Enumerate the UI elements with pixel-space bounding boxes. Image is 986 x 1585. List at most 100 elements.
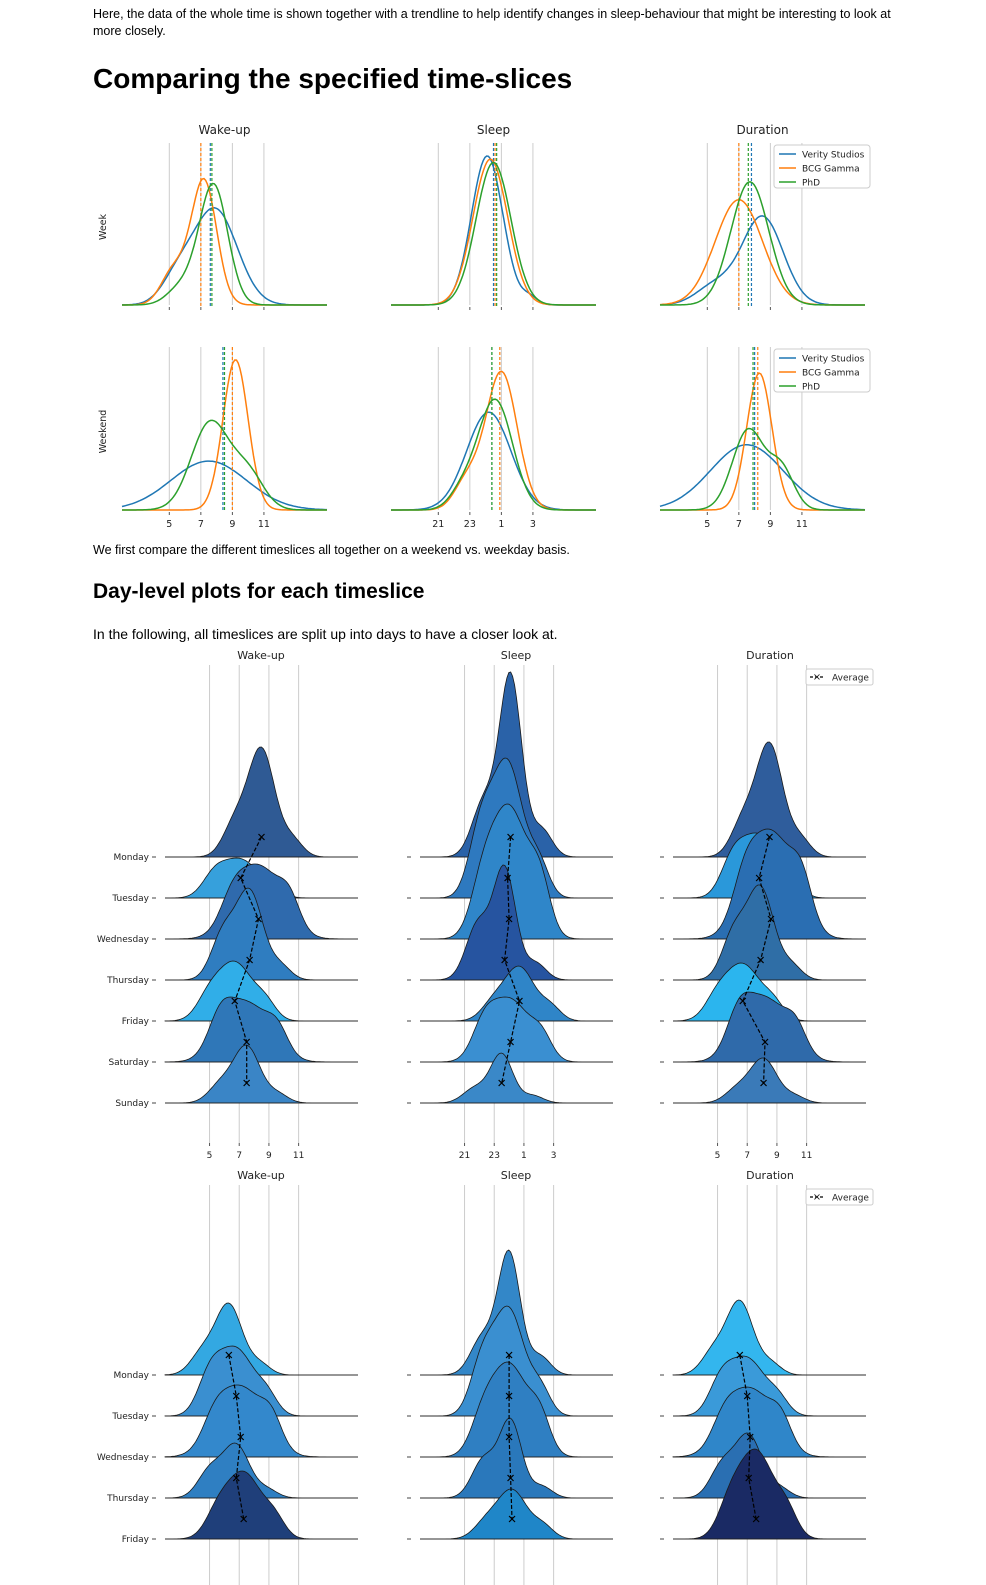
day-label-tuesday: Tuesday: [111, 894, 149, 904]
legend-box: [805, 668, 874, 686]
average-marker-stroke: [231, 997, 239, 1005]
average-marker: [507, 1474, 514, 1482]
average-marker: [237, 874, 245, 882]
average-marker: [743, 1392, 751, 1400]
ridge-density-sunday: [673, 1057, 866, 1104]
legend-label: PhD: [802, 179, 820, 189]
legend-label: BCG Gamma: [802, 165, 860, 175]
average-marker: [498, 1079, 506, 1087]
x-tick-label: 9: [266, 1151, 272, 1161]
average-marker-stroke: [243, 1038, 251, 1046]
legend-label: Average: [832, 674, 869, 684]
ridge-density-wednesday: [673, 828, 866, 940]
kde-line-verity-studios: [659, 444, 866, 511]
kde-line-phd: [391, 161, 596, 306]
x-tick-label: 5: [166, 519, 172, 530]
kde-panel: [122, 143, 327, 307]
average-trend-line: [228, 1354, 245, 1520]
average-marker-stroke: [232, 1392, 240, 1400]
day-label-wednesday: Wednesday: [97, 935, 150, 945]
average-marker-stroke: [507, 1038, 514, 1046]
kde-line-verity-studios: [391, 411, 596, 511]
ridge-column-title-wake-up: Wake-up: [237, 1169, 285, 1182]
average-marker: [258, 833, 265, 841]
average-marker-stroke: [746, 1433, 754, 1441]
x-tick-label: 9: [767, 519, 773, 530]
average-marker-stroke: [505, 915, 513, 923]
average-marker: [739, 997, 747, 1005]
average-marker: [232, 1474, 240, 1482]
kde-panel: [121, 347, 327, 512]
average-marker: [746, 1433, 754, 1441]
legend-box: [773, 348, 871, 393]
ridge-density-friday: [165, 1470, 358, 1540]
legend-label: PhD: [802, 383, 820, 393]
ridge-legend: × Average: [805, 668, 874, 686]
day-label-monday: Monday: [113, 853, 149, 863]
average-marker-stroke: [743, 1392, 751, 1400]
average-marker: [507, 833, 514, 841]
x-tick-label: 7: [744, 1151, 750, 1161]
day-level-text: In the following, all timeslices are spl…: [93, 626, 558, 642]
x-tick-label: 7: [736, 519, 742, 530]
ridge-density-saturday: [673, 991, 866, 1063]
x-tick-label: 23: [489, 1151, 500, 1161]
x-tick-label: 9: [229, 519, 235, 530]
average-marker-stroke: [505, 1392, 513, 1400]
row-label-week: Week: [98, 213, 109, 240]
column-title-duration: Duration: [736, 123, 788, 137]
kde-line-phd: [391, 398, 596, 511]
legend-label: BCG Gamma: [802, 369, 860, 379]
legend-marker: ×: [813, 672, 821, 683]
day-label-thursday: Thursday: [106, 976, 150, 986]
ridge-column-title-duration: Duration: [746, 649, 794, 662]
x-tick-label: 11: [796, 519, 808, 530]
day-label-thursday: Thursday: [106, 1494, 150, 1504]
average-marker-stroke: [752, 1515, 760, 1523]
average-marker: [501, 956, 509, 964]
average-marker-stroke: [507, 833, 514, 841]
kde-comparison-chart: Wake-up 5 7 9 11 Sleep 21 23 1 3 Duration Verity St…: [98, 123, 871, 530]
kde-line-phd: [660, 427, 865, 511]
x-tick-label: 21: [432, 519, 444, 530]
x-tick-label: 7: [198, 519, 204, 530]
ridge-column-title-duration: Duration: [746, 1169, 794, 1182]
ridge-panel-duration: [672, 741, 866, 1104]
average-marker: [505, 1433, 513, 1441]
average-marker-stroke: [508, 1515, 516, 1523]
ridgeline-chart-1: Wake-up Monday Tuesday Wednesday Thursday Fri…: [97, 649, 874, 1161]
ridge-density-monday: [164, 1302, 358, 1376]
average-marker-stroke: [246, 956, 254, 964]
average-marker-stroke: [767, 915, 775, 923]
day-label-monday: Monday: [113, 1371, 149, 1381]
average-marker-stroke: [237, 874, 245, 882]
x-tick-label: 23: [464, 519, 476, 530]
average-marker: [508, 1515, 516, 1523]
column-title-sleep: Sleep: [477, 123, 510, 137]
average-marker-stroke: [736, 1351, 744, 1359]
average-marker-stroke: [505, 1433, 513, 1441]
x-tick-label: 3: [551, 1151, 557, 1161]
x-tick-label: 21: [459, 1151, 470, 1161]
average-marker-stroke: [504, 874, 512, 882]
average-marker: [246, 956, 254, 964]
ridge-density-monday: [672, 1299, 866, 1376]
average-marker: [755, 874, 763, 882]
legend: Verity Studios BCG Gamma PhD: [773, 144, 871, 189]
average-marker: [232, 1392, 240, 1400]
average-marker: [760, 1079, 767, 1087]
average-marker: [752, 1515, 760, 1523]
kde-caption: We first compare the different timeslice…: [93, 543, 570, 557]
average-marker-stroke: [516, 997, 523, 1005]
average-marker-stroke: [757, 956, 765, 964]
average-marker: [504, 874, 512, 882]
section-title-comparing: Comparing the specified time-slices: [93, 63, 573, 94]
average-marker-stroke: [232, 1474, 240, 1482]
average-marker-stroke: [258, 833, 265, 841]
ridge-column-title-sleep: Sleep: [501, 649, 532, 662]
x-tick-label: 5: [207, 1151, 213, 1161]
average-marker-stroke: [255, 915, 262, 923]
average-marker: [243, 1079, 251, 1087]
ridge-density-monday: [165, 746, 358, 858]
kde-line-phd: [122, 182, 327, 306]
